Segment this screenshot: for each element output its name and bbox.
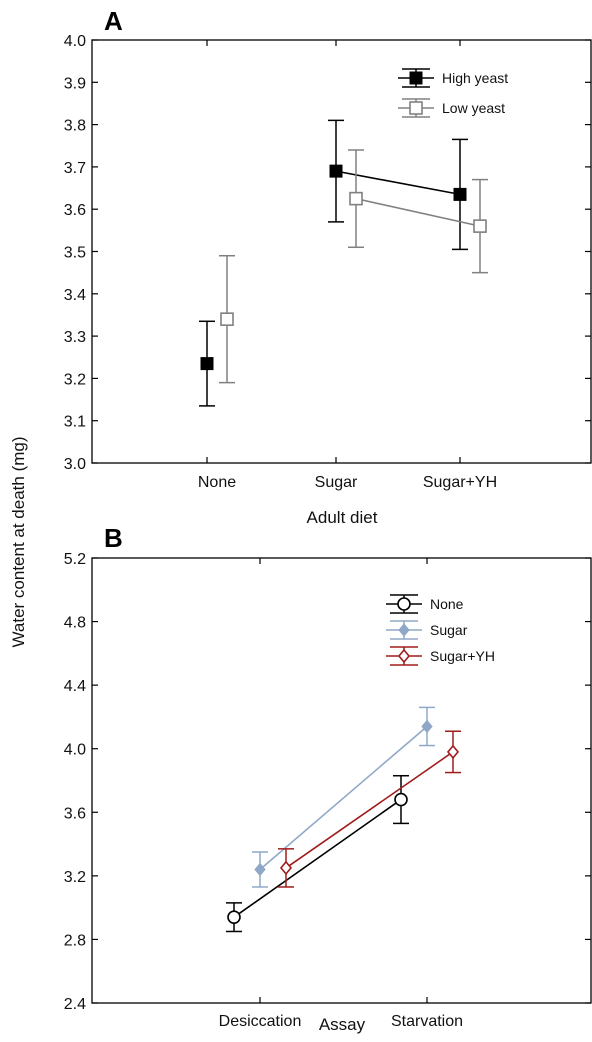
series-line xyxy=(259,725,428,871)
legend-entry: High yeast xyxy=(398,68,508,88)
series-line xyxy=(335,170,461,196)
y-tick-label: 3.6 xyxy=(64,805,86,822)
legend-entry: Sugar+YH xyxy=(386,646,495,666)
legend-label: None xyxy=(430,596,464,612)
legend-label: Sugar+YH xyxy=(430,648,495,664)
y-tick-label: 2.8 xyxy=(64,932,86,949)
panel-a: A 3.0 3.1 3.2 3.3 3.4 3.5 3.6 3.7 3.8 3.9 4.0 None Su… xyxy=(64,6,592,527)
y-tick-label: 3.9 xyxy=(64,75,86,92)
legend-entry: Low yeast xyxy=(398,98,505,118)
y-tick-label: 3.3 xyxy=(64,329,86,346)
legend-marker xyxy=(409,101,423,115)
data-point xyxy=(421,719,433,734)
x-axis-title: Adult diet xyxy=(307,508,378,527)
y-tick-label: 4.0 xyxy=(64,742,86,759)
legend-entry: Sugar xyxy=(386,620,468,640)
y-tick-label: 5.2 xyxy=(64,551,86,568)
data-point xyxy=(394,792,408,807)
y-tick-label: 4.8 xyxy=(64,615,86,632)
x-tick-label: None xyxy=(198,474,236,491)
legend-marker xyxy=(397,597,411,611)
y-tick-label: 3.4 xyxy=(64,287,86,304)
y-tick-label: 3.7 xyxy=(64,160,86,177)
legend-label: High yeast xyxy=(442,70,508,86)
series-none xyxy=(226,774,409,933)
data-point xyxy=(446,744,460,760)
legend-marker xyxy=(397,648,411,664)
data-point xyxy=(200,357,214,371)
data-point xyxy=(349,191,363,206)
data-point xyxy=(473,219,487,233)
x-axis-title: Assay xyxy=(319,1015,366,1034)
data-point xyxy=(254,862,266,877)
panel-b: B 2.4 2.8 3.2 3.6 4.0 4.4 4.8 5.2 Desiccation Star… xyxy=(64,523,592,1034)
data-point xyxy=(329,164,343,178)
plot-frame xyxy=(91,557,592,1004)
y-tick-label: 3.8 xyxy=(64,118,86,135)
x-tick-label: Starvation xyxy=(391,1013,463,1030)
y-tick-label: 3.5 xyxy=(64,245,86,262)
x-tick-label: Sugar xyxy=(315,474,358,491)
series-line xyxy=(285,751,454,869)
legend-marker xyxy=(409,71,423,85)
y-tick-label: 3.0 xyxy=(64,456,86,473)
series-sugar-yh xyxy=(278,730,461,888)
y-tick-label: 3.2 xyxy=(64,371,86,388)
plot-frame xyxy=(91,39,592,464)
y-tick-label: 3.6 xyxy=(64,202,86,219)
series-low-yeast xyxy=(219,149,488,384)
data-point xyxy=(453,187,467,201)
data-point xyxy=(220,312,234,326)
x-tick-label: Sugar+YH xyxy=(423,474,497,491)
series-line xyxy=(355,197,481,227)
series-line xyxy=(233,798,402,918)
x-tick-label: Desiccation xyxy=(219,1013,302,1030)
legend-label: Sugar xyxy=(430,622,468,638)
legend-label: Low yeast xyxy=(442,100,505,116)
panel-letter: A xyxy=(104,6,123,36)
panel-letter: B xyxy=(104,523,123,553)
series-high-yeast xyxy=(199,119,468,407)
y-tick-label: 4.0 xyxy=(64,33,86,50)
legend-entry: None xyxy=(386,594,464,614)
y-tick-label: 4.4 xyxy=(64,678,86,695)
data-point xyxy=(279,860,293,876)
y-tick-label: 3.2 xyxy=(64,869,86,886)
legend-marker xyxy=(398,623,410,637)
series-sugar xyxy=(252,706,435,888)
data-point xyxy=(227,910,241,924)
y-tick-label: 2.4 xyxy=(64,996,86,1013)
y-axis-title: Water content at death (mg) xyxy=(9,436,28,647)
y-tick-label: 3.1 xyxy=(64,414,86,431)
